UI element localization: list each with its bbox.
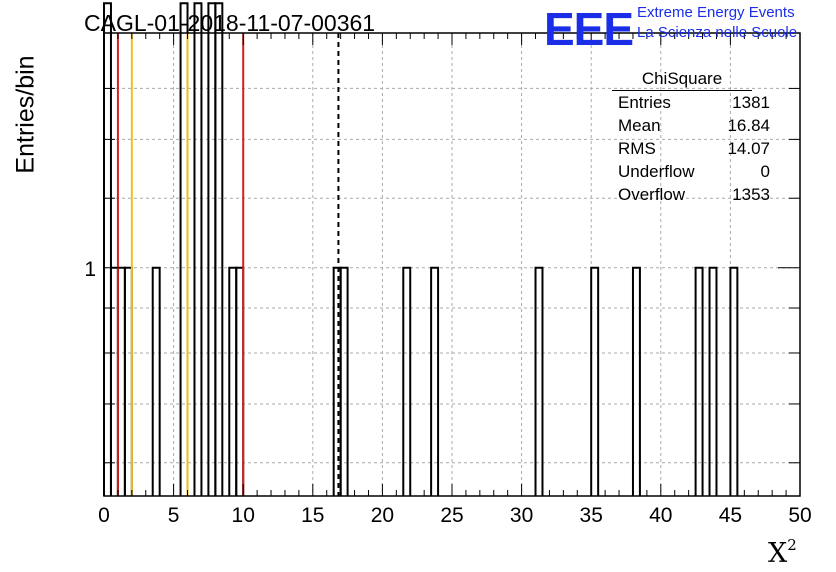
stats-row-mean: Mean 16.84 bbox=[618, 116, 770, 135]
histogram-bin bbox=[402, 266, 412, 496]
x-tick-label: 10 bbox=[232, 504, 255, 527]
histogram-bin bbox=[179, 2, 189, 496]
x-tick-label: 45 bbox=[719, 504, 742, 527]
histogram-bin bbox=[151, 266, 161, 496]
histogram-bin bbox=[116, 266, 126, 496]
x-tick-label: 50 bbox=[788, 504, 811, 527]
histogram-bin bbox=[332, 266, 342, 496]
x-tick-label: 25 bbox=[440, 504, 463, 527]
histogram-bin bbox=[729, 266, 739, 496]
chart-title: CAGL-01-2018-11-07-00361 bbox=[84, 10, 376, 36]
x-tick-label: 20 bbox=[371, 504, 394, 527]
histogram-bin bbox=[123, 266, 133, 496]
histogram-bin bbox=[103, 2, 112, 496]
x-tick-label: 5 bbox=[168, 504, 180, 527]
eee-logo: EEE bbox=[544, 3, 634, 55]
x-tick-label: 30 bbox=[510, 504, 533, 527]
histogram-bin bbox=[207, 2, 217, 496]
logo-line-2: La Scienza nelle Scuole bbox=[637, 24, 798, 41]
x-tick-label: 35 bbox=[580, 504, 603, 527]
x-tick-label: 40 bbox=[649, 504, 672, 527]
histogram-bin bbox=[708, 266, 718, 496]
histogram-bin bbox=[339, 266, 349, 496]
x-tick-label: 0 bbox=[98, 504, 110, 527]
histogram-bin bbox=[590, 266, 600, 496]
stats-row-rms: RMS 14.07 bbox=[618, 139, 770, 158]
stats-row-entries: Entries 1381 bbox=[618, 93, 770, 112]
y-tick-label: 1 bbox=[84, 258, 96, 281]
x-axis-label: X2 bbox=[768, 536, 797, 569]
histogram-bin bbox=[430, 266, 440, 496]
stats-name: ChiSquare bbox=[612, 68, 752, 91]
stats-box: ChiSquare Entries 1381 Mean 16.84 RMS 14.07… bbox=[612, 68, 772, 206]
logo-line-1: Extreme Energy Events bbox=[637, 4, 795, 21]
histogram-bin bbox=[534, 266, 544, 496]
stats-row-underflow: Underflow 0 bbox=[618, 162, 770, 181]
stats-row-overflow: Overflow 1353 bbox=[618, 185, 770, 204]
histogram-bin bbox=[235, 266, 245, 496]
histogram-bin bbox=[228, 266, 238, 496]
histogram-bin bbox=[631, 266, 641, 496]
histogram-bin bbox=[694, 266, 704, 496]
x-tick-label: 15 bbox=[301, 504, 324, 527]
y-axis-label: Entries/bin bbox=[11, 55, 40, 174]
histogram-bin bbox=[193, 2, 203, 496]
histogram-bin bbox=[109, 266, 119, 496]
histogram-bin bbox=[214, 2, 224, 496]
